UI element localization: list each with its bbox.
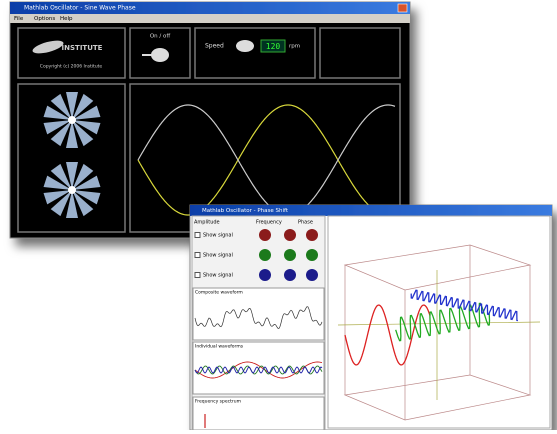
row-label: Show signal bbox=[203, 273, 233, 279]
plot-3d bbox=[327, 215, 551, 429]
switch[interactable] bbox=[151, 48, 169, 62]
knob[interactable] bbox=[284, 229, 296, 241]
speed-display bbox=[260, 39, 286, 53]
title-bar bbox=[190, 205, 552, 216]
fan-blade bbox=[43, 105, 72, 120]
wave bbox=[344, 304, 431, 366]
fan-blade bbox=[50, 93, 72, 120]
subpanel-title: Frequency spectrum bbox=[195, 399, 241, 405]
wave bbox=[395, 302, 491, 342]
wave bbox=[137, 104, 396, 216]
fan-blade bbox=[72, 190, 94, 217]
switch-label: On / off bbox=[150, 34, 171, 40]
fan-blade bbox=[72, 175, 101, 190]
fan-blade bbox=[72, 120, 101, 135]
knob[interactable] bbox=[306, 249, 318, 261]
subpanel bbox=[192, 287, 325, 341]
subpanel-title: Composite waveform bbox=[195, 290, 243, 296]
fan-blade bbox=[66, 162, 78, 190]
logo-swoosh bbox=[32, 40, 64, 54]
fan-blade bbox=[43, 175, 72, 190]
close-button[interactable] bbox=[397, 3, 408, 13]
speed-unit: rpm bbox=[289, 44, 300, 50]
speed-label: Speed bbox=[205, 43, 224, 50]
knob[interactable] bbox=[284, 269, 296, 281]
fan-blade bbox=[66, 190, 78, 218]
menu-item[interactable]: File bbox=[14, 16, 24, 22]
fan-blade bbox=[43, 190, 72, 205]
knob[interactable] bbox=[306, 229, 318, 241]
row-label: Show signal bbox=[203, 233, 233, 239]
window: Mathlab Oscillator - Sine Wave Phase Fil… bbox=[9, 1, 411, 239]
title-bar bbox=[10, 2, 410, 14]
window-title: Mathlab Oscillator - Phase Shift bbox=[202, 208, 289, 214]
fan-blade bbox=[50, 190, 72, 217]
fan-blade bbox=[71, 105, 101, 120]
copyright: Copyright (c) 2006 Institute bbox=[40, 64, 103, 70]
fan-blade bbox=[43, 120, 72, 135]
checkbox[interactable] bbox=[194, 252, 201, 258]
menu-item[interactable]: Help bbox=[60, 16, 73, 22]
subpanel bbox=[192, 396, 325, 431]
panel bbox=[319, 27, 401, 79]
subpanel-title: Individual waveforms bbox=[195, 344, 244, 350]
speed-knob[interactable] bbox=[236, 40, 254, 52]
knob[interactable] bbox=[259, 249, 271, 261]
window: Mathlab Oscillator - Phase Shift Amplitu… bbox=[189, 204, 553, 431]
fan-hub bbox=[68, 116, 76, 124]
fan-blade bbox=[72, 119, 94, 147]
wave bbox=[194, 306, 323, 329]
column-header: Phase bbox=[298, 220, 313, 226]
panel bbox=[17, 83, 126, 233]
fan-blade bbox=[72, 93, 94, 120]
menu-item[interactable]: Options bbox=[34, 16, 55, 22]
wave bbox=[194, 366, 323, 374]
panel bbox=[194, 27, 316, 79]
panel bbox=[129, 27, 191, 79]
axis bbox=[337, 321, 541, 326]
wave bbox=[410, 289, 519, 322]
fan-blade bbox=[66, 120, 78, 148]
menu-bar bbox=[10, 14, 410, 23]
fan-blade bbox=[50, 120, 72, 147]
window-title: Mathlab Oscillator - Sine Wave Phase bbox=[24, 5, 136, 12]
checkbox[interactable] bbox=[194, 272, 201, 278]
fan-hub bbox=[68, 186, 76, 194]
fan-blade bbox=[50, 163, 72, 190]
knob[interactable] bbox=[259, 229, 271, 241]
logo-text: INSTITUTE bbox=[62, 44, 103, 52]
column-header: Amplitude bbox=[194, 220, 220, 226]
wave bbox=[137, 104, 396, 216]
speed-value: 120 bbox=[266, 42, 281, 51]
column-header: Frequency bbox=[256, 220, 282, 226]
fan-blade bbox=[72, 163, 94, 190]
row-label: Show signal bbox=[203, 253, 233, 259]
fan-blade bbox=[66, 92, 78, 120]
knob[interactable] bbox=[259, 269, 271, 281]
fan-blade bbox=[72, 190, 101, 205]
knob[interactable] bbox=[306, 269, 318, 281]
checkbox[interactable] bbox=[194, 232, 201, 238]
panel bbox=[17, 27, 126, 79]
knob[interactable] bbox=[284, 249, 296, 261]
